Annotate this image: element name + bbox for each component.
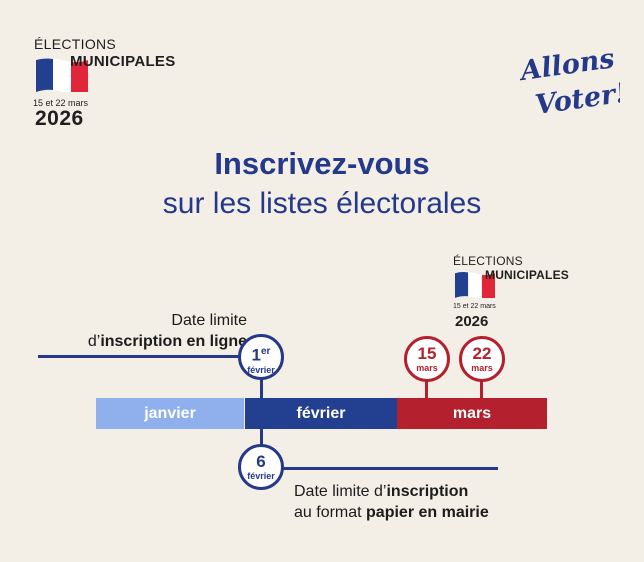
slogan-line2: Voter! xyxy=(533,77,620,120)
march-logo-dates: 15 et 22 mars xyxy=(453,303,496,310)
online-deadline-stem xyxy=(260,374,263,398)
online-deadline-day: 1 xyxy=(251,345,261,365)
paper-deadline-line xyxy=(280,467,498,470)
french-flag-icon xyxy=(36,58,88,92)
page-subtitle: sur les listes électorales xyxy=(162,187,482,220)
online-deadline-day-sup: er xyxy=(261,346,271,357)
paper-deadline-date-badge: 6 février xyxy=(238,444,284,490)
election-day-1-day: 15 xyxy=(417,344,437,363)
election-day-2-stem xyxy=(480,378,483,398)
online-deadline-bold: inscription en ligne xyxy=(100,333,247,350)
election-day-2-month: mars xyxy=(471,363,493,373)
online-deadline-line1: Date limite xyxy=(171,312,247,329)
election-day-1-stem xyxy=(425,378,428,398)
election-day-1-badge: 15 mars xyxy=(404,336,450,382)
logo-municipales-label: MUNICIPALES xyxy=(70,53,176,70)
logo-elections-label: ÉLECTIONS xyxy=(34,36,117,52)
paper-deadline-month: février xyxy=(247,471,275,481)
election-day-2-day: 22 xyxy=(472,344,492,363)
page-title: Inscrivez-vous xyxy=(214,146,430,181)
paper-deadline-day: 6 xyxy=(256,452,266,471)
march-logo-elections: ÉLECTIONS xyxy=(453,254,523,268)
month-march: mars xyxy=(397,398,547,429)
election-day-2-badge: 22 mars xyxy=(459,336,505,382)
election-day-1-month: mars xyxy=(416,363,438,373)
paper-deadline-text: Date limite d’inscription au format papi… xyxy=(294,481,489,523)
online-deadline-date-badge: 1er février xyxy=(238,334,284,380)
paper-deadline-text1: Date limite d’ xyxy=(294,483,387,500)
online-deadline-text: Date limite d’inscription en ligne xyxy=(37,310,247,352)
march-logo-municipales: MUNICIPALES xyxy=(485,268,569,282)
month-january: janvier xyxy=(96,398,244,429)
paper-deadline-bold1: inscription xyxy=(386,483,469,500)
online-deadline-month: février xyxy=(247,364,275,375)
logo-dates: 15 et 22 mars xyxy=(33,98,89,108)
paper-deadline-bold2: papier en mairie xyxy=(366,504,489,521)
march-logo-year: 2026 xyxy=(455,313,489,330)
online-deadline-prefix: d’ xyxy=(87,333,101,350)
allons-voter-logo: Allons Voter! xyxy=(516,43,620,120)
french-flag-small-icon xyxy=(455,271,495,298)
paper-deadline-text2: au format xyxy=(294,504,367,521)
paper-deadline-stem xyxy=(260,429,263,451)
month-february: février xyxy=(245,398,397,429)
logo-year: 2026 xyxy=(35,107,84,130)
online-deadline-line xyxy=(38,355,238,358)
